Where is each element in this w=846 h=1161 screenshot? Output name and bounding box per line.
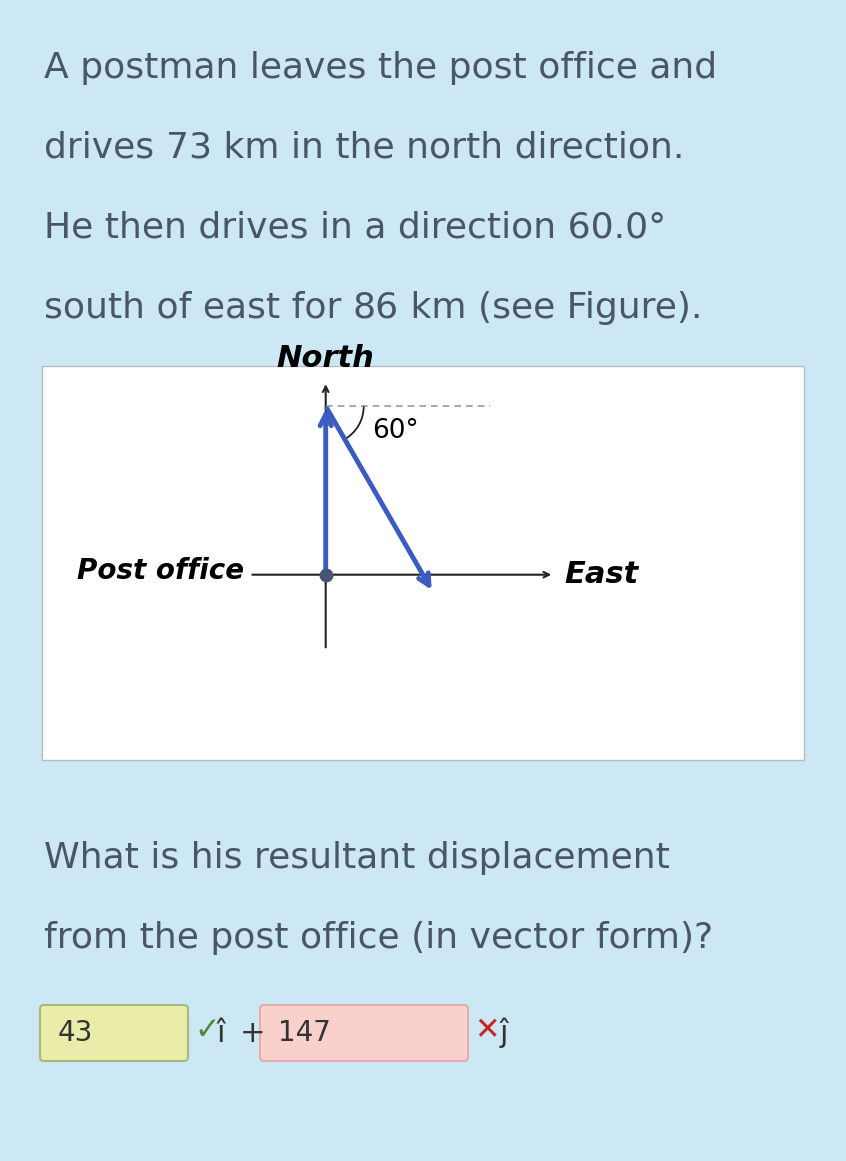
- Text: 86: 86: [353, 291, 399, 325]
- Text: km in the north direction.: km in the north direction.: [212, 131, 684, 165]
- Text: He then drives in a direction 60.0°: He then drives in a direction 60.0°: [44, 211, 667, 245]
- Text: î: î: [216, 1018, 224, 1047]
- Text: from the post office (in vector form)?: from the post office (in vector form)?: [44, 921, 713, 956]
- Text: 73: 73: [166, 131, 212, 165]
- Text: East: East: [564, 561, 639, 589]
- FancyBboxPatch shape: [40, 1005, 188, 1061]
- Text: ĵ: ĵ: [500, 1018, 508, 1048]
- Text: North: North: [277, 345, 375, 374]
- Text: ✕: ✕: [474, 1017, 499, 1046]
- Text: km (see Figure).: km (see Figure).: [399, 291, 702, 325]
- Bar: [42, 366, 804, 760]
- Text: ✓: ✓: [194, 1017, 219, 1046]
- FancyBboxPatch shape: [260, 1005, 468, 1061]
- Text: 43: 43: [58, 1019, 93, 1047]
- Text: +: +: [240, 1018, 266, 1047]
- Text: south of east for: south of east for: [44, 291, 353, 325]
- Text: 147: 147: [278, 1019, 331, 1047]
- Text: 60°: 60°: [371, 418, 418, 444]
- Text: drives: drives: [44, 131, 166, 165]
- Text: A postman leaves the post office and: A postman leaves the post office and: [44, 51, 717, 85]
- Text: What is his resultant displacement: What is his resultant displacement: [44, 841, 670, 875]
- Text: Post office: Post office: [78, 556, 244, 585]
